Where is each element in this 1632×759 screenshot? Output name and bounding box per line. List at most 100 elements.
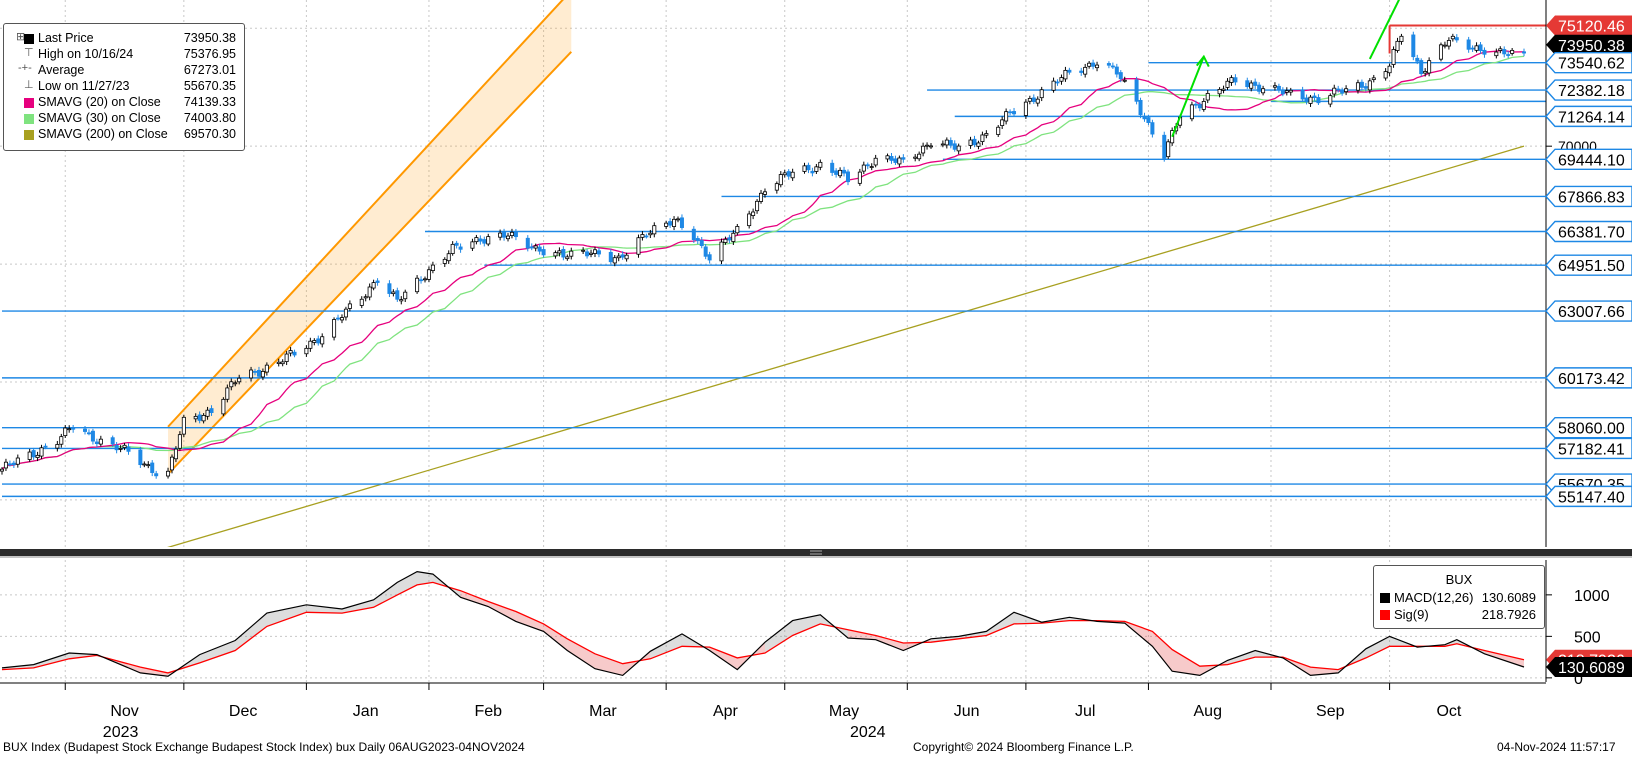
signal-series-line xyxy=(1,581,1525,674)
candle-body xyxy=(956,145,961,152)
candle-body xyxy=(280,361,285,365)
candle-body xyxy=(371,282,376,289)
legend-value: 74003.80 xyxy=(183,111,236,125)
candle-body xyxy=(454,242,459,246)
legend-row-last-price: ⊞ Last Price 73950.38 xyxy=(4,31,244,47)
candle-body xyxy=(592,249,597,254)
macd-axis-tick-label: 500 xyxy=(1574,629,1601,646)
candle-body xyxy=(316,338,321,344)
candle-body xyxy=(1411,34,1416,58)
candle-body xyxy=(482,239,487,244)
price-label-text: 71264.14 xyxy=(1558,109,1625,126)
trend-arrow-2 xyxy=(1368,0,1401,60)
candle-body xyxy=(59,436,64,445)
candle-body xyxy=(925,144,930,147)
candle-body xyxy=(225,387,230,400)
candle-body xyxy=(537,246,542,252)
macd-fill-segment xyxy=(650,633,682,659)
candle-body xyxy=(553,252,558,257)
candle-body xyxy=(506,235,511,240)
candle-body xyxy=(1284,90,1289,93)
candle-body xyxy=(1261,88,1266,94)
candle-body xyxy=(802,165,807,172)
candle-body xyxy=(201,415,206,422)
price-label-tag xyxy=(1546,15,1632,36)
candle-body xyxy=(458,246,463,250)
candle-body xyxy=(284,353,289,362)
candle-body xyxy=(1336,88,1341,91)
legend-swatch-sma30 xyxy=(24,114,34,124)
month-label-feb: Feb xyxy=(474,703,502,720)
candle-body xyxy=(1359,81,1364,88)
price-label-text: 58060.00 xyxy=(1558,421,1625,438)
macd-fill-segment xyxy=(199,640,236,663)
macd-fill-segment xyxy=(341,599,374,614)
candle-body xyxy=(221,398,226,415)
candle-body xyxy=(1249,82,1254,89)
macd-fill-segment xyxy=(33,652,70,668)
candle-body xyxy=(557,250,562,254)
candle-body xyxy=(1367,80,1372,91)
candle-body xyxy=(699,240,704,247)
candle-body xyxy=(450,243,455,254)
month-label-jul: Jul xyxy=(1075,703,1095,720)
candle-body xyxy=(1162,134,1167,159)
candle-body xyxy=(1027,97,1032,102)
month-label-jun: Jun xyxy=(954,703,980,720)
price-label-text: 67866.83 xyxy=(1558,189,1625,206)
macd-signal-fill xyxy=(2,571,1524,677)
candle-body xyxy=(63,427,68,437)
legend-label: Average xyxy=(38,63,85,77)
legend-label: SMAVG (200) on Close xyxy=(38,127,168,141)
candle-body xyxy=(292,351,297,356)
candle-body xyxy=(968,139,973,146)
candle-body xyxy=(312,340,317,343)
macd-legend: BUX MACD(12,26) 130.6089 Sig(9) 218.7926 xyxy=(1373,565,1545,629)
price-label-tag xyxy=(1545,185,1632,208)
macd-fill-segment xyxy=(1227,650,1256,665)
candle-body xyxy=(1423,71,1428,74)
candle-body xyxy=(889,156,894,161)
candle-body xyxy=(118,447,123,450)
candle-body xyxy=(1478,44,1483,52)
candle-body xyxy=(304,347,309,355)
price-label-tag xyxy=(1545,300,1632,322)
candle-body xyxy=(114,445,119,451)
candle-body xyxy=(1205,93,1210,101)
candle-body xyxy=(1438,44,1443,60)
candle-body xyxy=(533,245,538,249)
candle-body xyxy=(1110,65,1115,68)
candle-body xyxy=(624,254,629,260)
candle-body xyxy=(15,457,20,465)
macd-fill-segment xyxy=(266,604,307,627)
candle-body xyxy=(375,280,380,283)
candle-body xyxy=(529,246,534,249)
price-label-tag xyxy=(1545,437,1632,460)
candle-body xyxy=(1055,81,1060,84)
candle-body xyxy=(838,169,843,177)
candle-body xyxy=(197,414,202,421)
candle-body xyxy=(1004,111,1009,122)
candle-body xyxy=(921,145,926,154)
candle-body xyxy=(616,255,621,259)
panel-separator[interactable] xyxy=(0,549,1632,558)
candle-body xyxy=(790,171,795,179)
candle-body xyxy=(703,246,708,257)
candle-body xyxy=(929,145,934,148)
candle-body xyxy=(778,174,783,186)
candle-body xyxy=(1304,97,1309,103)
candle-body xyxy=(1502,49,1507,55)
candle-body xyxy=(169,456,174,471)
candle-body xyxy=(1272,85,1277,88)
trend-arrow-head xyxy=(1195,54,1210,68)
candle-body xyxy=(1000,119,1005,127)
legend-value: 218.7926 xyxy=(1481,607,1536,622)
candle-body xyxy=(415,277,420,293)
candle-body xyxy=(1150,122,1155,135)
candle-body xyxy=(620,254,625,258)
candle-body xyxy=(126,446,131,452)
candle-body xyxy=(1312,95,1317,99)
candle-body xyxy=(676,218,681,221)
price-label-text: 72382.18 xyxy=(1558,83,1625,100)
low-marker-icon: ⊥ xyxy=(24,79,34,91)
